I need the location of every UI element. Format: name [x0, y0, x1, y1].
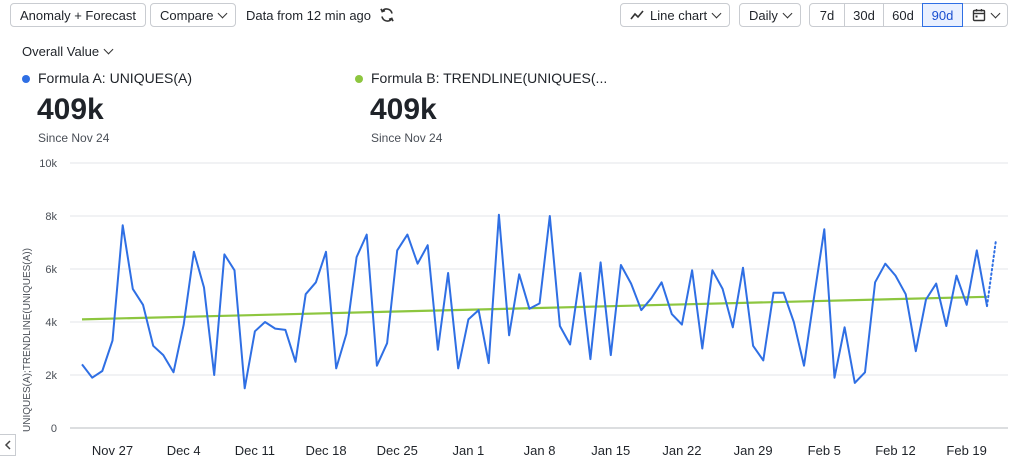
anomaly-forecast-label: Anomaly + Forecast: [20, 7, 136, 23]
x-tick-label: Dec 11: [235, 443, 275, 458]
x-tick-label: Feb 5: [808, 443, 841, 458]
interval-dropdown[interactable]: Daily: [739, 3, 801, 27]
compare-button[interactable]: Compare: [150, 3, 237, 27]
series-a-since: Since Nov 24: [38, 131, 110, 145]
series-a-label: Formula A: UNIQUES(A): [38, 70, 193, 86]
x-tick-label: Dec 25: [377, 443, 418, 458]
y-axis-label: UNIQUES(A);TRENDLINE(UNIQUES(A)): [22, 248, 33, 432]
interval-label: Daily: [749, 7, 778, 23]
range-90d-button[interactable]: 90d: [922, 3, 963, 27]
date-picker-button[interactable]: [962, 3, 1008, 27]
calendar-icon: [972, 9, 985, 22]
series-a-line: [81, 213, 988, 390]
anomaly-forecast-button[interactable]: Anomaly + Forecast: [10, 3, 146, 27]
range-90d-label: 90d: [931, 7, 954, 23]
series-b-value: 409k: [370, 93, 437, 126]
chevron-down-icon: [990, 8, 1000, 18]
y-tick-label: 10k: [39, 158, 57, 170]
y-tick-label: 2k: [45, 370, 57, 382]
chevron-down-icon: [103, 44, 114, 55]
range-60d-button[interactable]: 60d: [883, 3, 923, 27]
x-tick-label: Nov 27: [92, 443, 133, 458]
collapse-sidebar-button[interactable]: [0, 434, 16, 456]
series-a-forecast: [986, 238, 997, 308]
data-freshness-text: Data from 12 min ago: [246, 8, 372, 23]
series-a-legend-dot: [22, 75, 30, 83]
metric-selector[interactable]: Overall Value: [22, 44, 114, 59]
y-tick-label: 4k: [45, 317, 57, 329]
x-tick-label: Jan 15: [591, 443, 630, 458]
range-7d-button[interactable]: 7d: [809, 3, 845, 27]
chevron-down-icon: [218, 8, 228, 18]
y-tick-label: 6k: [45, 264, 57, 276]
x-tick-label: Dec 4: [167, 443, 201, 458]
chart-type-dropdown[interactable]: Line chart: [620, 3, 731, 27]
x-tick-label: Feb 12: [875, 443, 915, 458]
x-tick-label: Feb 19: [946, 443, 986, 458]
series-b-legend-dot: [355, 75, 363, 83]
compare-label: Compare: [160, 7, 214, 23]
chevron-down-icon: [711, 8, 722, 18]
series-b-since: Since Nov 24: [371, 131, 443, 145]
line-chart: 0 2k 4k 6k 8k 10k UNIQUES(A);TRENDLINE(UNIQUE…: [22, 158, 1008, 458]
y-tick-label: 8k: [45, 211, 57, 223]
chevron-down-icon: [782, 8, 793, 18]
x-tick-label: Jan 29: [734, 443, 773, 458]
x-tick-label: Jan 8: [524, 443, 556, 458]
series-b-label: Formula B: TRENDLINE(UNIQUES(...: [371, 70, 608, 86]
x-tick-label: Dec 18: [305, 443, 346, 458]
x-tick-label: Jan 22: [662, 443, 701, 458]
line-chart-icon: [630, 10, 644, 20]
chart-type-label: Line chart: [650, 7, 708, 23]
metric-selector-label: Overall Value: [22, 44, 100, 59]
range-60d-label: 60d: [892, 7, 914, 23]
chevron-left-icon: [4, 440, 11, 450]
range-7d-label: 7d: [819, 7, 835, 23]
range-30d-button[interactable]: 30d: [844, 3, 884, 27]
range-30d-label: 30d: [853, 7, 875, 23]
refresh-icon[interactable]: [378, 6, 396, 24]
series-a-value: 409k: [37, 93, 104, 126]
x-tick-label: Jan 1: [452, 443, 484, 458]
series-b-trendline: [81, 295, 988, 321]
y-tick-label: 0: [51, 423, 57, 435]
